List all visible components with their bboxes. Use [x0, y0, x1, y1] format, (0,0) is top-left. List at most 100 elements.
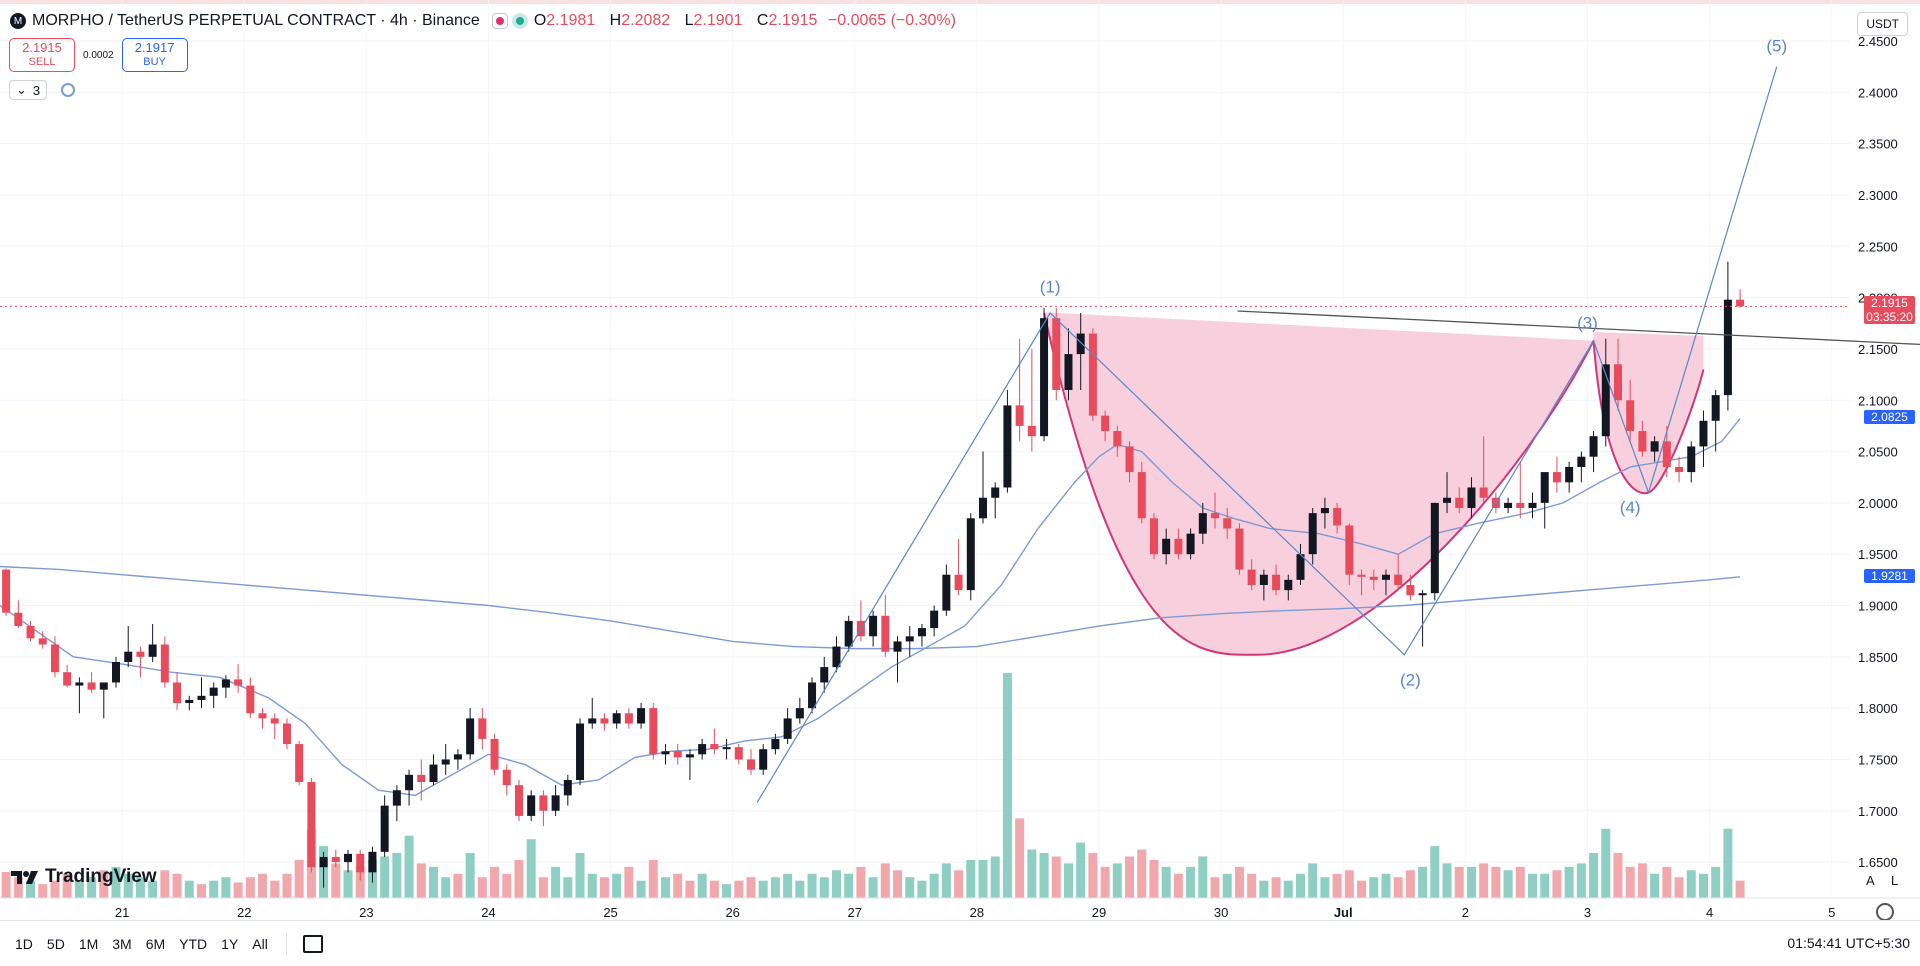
- price-tick-label: 1.8500: [1858, 650, 1898, 665]
- candle-down: [173, 682, 182, 704]
- candle-down: [539, 795, 548, 811]
- log-scale-button[interactable]: L: [1891, 873, 1899, 888]
- volume-bar: [1528, 873, 1538, 898]
- time-axis[interactable]: 21222324252627282930Jul23456789101112131…: [0, 897, 1920, 920]
- range-tab[interactable]: 3M: [112, 935, 132, 952]
- candle-down: [478, 718, 487, 739]
- volume-bar: [1515, 866, 1525, 898]
- buy-button[interactable]: 2.1917 BUY: [121, 38, 188, 72]
- candle-up: [661, 751, 670, 755]
- candle-down: [1223, 518, 1232, 529]
- date-range-tabs: 1D 5D 1M 3M 6M YTD 1Y All: [15, 936, 268, 952]
- sell-button[interactable]: 2.1915 SELL: [9, 38, 75, 72]
- fast-ma-tag: 2.0825: [1864, 410, 1915, 425]
- candle-up: [979, 497, 988, 519]
- currency-selector[interactable]: USDT: [1857, 12, 1908, 36]
- candle-down: [1626, 400, 1635, 432]
- volume-bar: [758, 880, 768, 898]
- volume-bar: [1698, 873, 1708, 898]
- candle-down: [649, 708, 658, 755]
- symbol-flag-icon[interactable]: [491, 13, 508, 29]
- range-tab[interactable]: 1D: [15, 935, 33, 952]
- drawing-lines: (1) (2) (3) (4) (5): [0, 36, 1920, 803]
- tradingview-watermark[interactable]: TradingView: [11, 866, 157, 888]
- candle-down: [1149, 518, 1158, 555]
- volume-bar: [1576, 863, 1586, 898]
- tradingview-logo-icon: [11, 871, 38, 884]
- candle-down: [2, 569, 11, 613]
- price-tick-label: 1.6500: [1858, 855, 1898, 870]
- volume-bar: [1405, 870, 1415, 898]
- volume-bar: [1039, 853, 1049, 898]
- buy-label: BUY: [143, 56, 166, 68]
- candle-up: [1186, 533, 1195, 555]
- spread-value: 0.0002: [83, 49, 114, 61]
- volume-bar: [477, 877, 487, 898]
- range-tab[interactable]: 6M: [145, 935, 166, 952]
- candle-down: [1638, 431, 1647, 452]
- time-tick-label: 24: [481, 905, 495, 920]
- candle-up: [1040, 318, 1049, 437]
- range-tab[interactable]: 1M: [78, 935, 99, 952]
- candle-down: [734, 747, 743, 760]
- time-tick-label: 2: [1462, 905, 1469, 920]
- candle-up: [453, 754, 462, 760]
- candle-up: [869, 615, 878, 637]
- candle-up: [124, 651, 133, 662]
- volume-bar: [1589, 853, 1599, 898]
- volume-bar: [990, 856, 1000, 898]
- candle-up: [380, 805, 389, 852]
- time-tick-label: 4: [1706, 905, 1713, 920]
- candle-up: [1504, 502, 1513, 509]
- volume-bar: [1674, 877, 1684, 898]
- indicators-toggle[interactable]: ⌄ 3: [9, 80, 48, 100]
- candle-up: [405, 774, 414, 791]
- range-tab[interactable]: 1Y: [221, 935, 239, 952]
- candle-up: [392, 790, 401, 806]
- range-tab[interactable]: All: [252, 935, 268, 952]
- volume-bar: [599, 877, 609, 898]
- volume-bar: [844, 873, 854, 898]
- volume-bar: [99, 870, 109, 898]
- candle-down: [1552, 472, 1561, 483]
- volume-bar: [587, 873, 597, 898]
- volume-bar: [294, 859, 304, 898]
- calendar-icon[interactable]: [302, 934, 323, 953]
- candle-down: [258, 713, 267, 719]
- slow-ma-tag: 1.9281: [1864, 568, 1915, 583]
- handle-fill: [1593, 331, 1704, 494]
- volume-bar: [868, 877, 878, 898]
- gear-icon[interactable]: [1876, 903, 1894, 921]
- price-tick-label: 2.2500: [1858, 239, 1898, 254]
- price-axis[interactable]: 2.45002.40002.35002.30002.25002.20002.15…: [1858, 34, 1898, 870]
- candle-up: [563, 779, 572, 796]
- volume-bar: [1234, 866, 1244, 898]
- volume-bar: [380, 856, 390, 898]
- bar-countdown: 03:35:20: [1866, 310, 1913, 325]
- candle-up: [1540, 472, 1549, 503]
- volume-bar: [795, 880, 805, 898]
- volume-bar: [160, 870, 170, 898]
- candle-up: [1003, 405, 1012, 488]
- volume-bar: [1210, 877, 1220, 898]
- candle-down: [63, 672, 72, 686]
- symbol-title[interactable]: MORPHO / TetherUS PERPETUAL CONTRACT · 4…: [32, 12, 480, 29]
- candle-up: [832, 646, 841, 668]
- candle-down: [624, 713, 633, 724]
- volume-bar: [563, 877, 573, 898]
- volume-bar: [502, 873, 512, 898]
- candle-up: [1650, 441, 1659, 452]
- range-tab[interactable]: 5D: [46, 935, 65, 952]
- price-chart[interactable]: (1) (2) (3) (4) (5) 2.4500 2.4000 2.3500 2.3000…: [0, 0, 1920, 920]
- volume-bar: [722, 884, 732, 898]
- auto-scale-button[interactable]: A: [1866, 873, 1875, 888]
- volume-bar: [1454, 866, 1464, 898]
- trade-panel: 2.1915 SELL 0.0002 2.1917 BUY: [9, 38, 188, 72]
- candle-down: [1479, 487, 1488, 498]
- candle-down: [1174, 538, 1183, 555]
- volume-bar: [453, 873, 463, 898]
- range-tab[interactable]: YTD: [179, 935, 208, 952]
- clock[interactable]: 01:54:41 UTC+5:30: [1787, 935, 1910, 951]
- volume-bar: [880, 863, 890, 898]
- time-tick-label: 26: [725, 905, 739, 920]
